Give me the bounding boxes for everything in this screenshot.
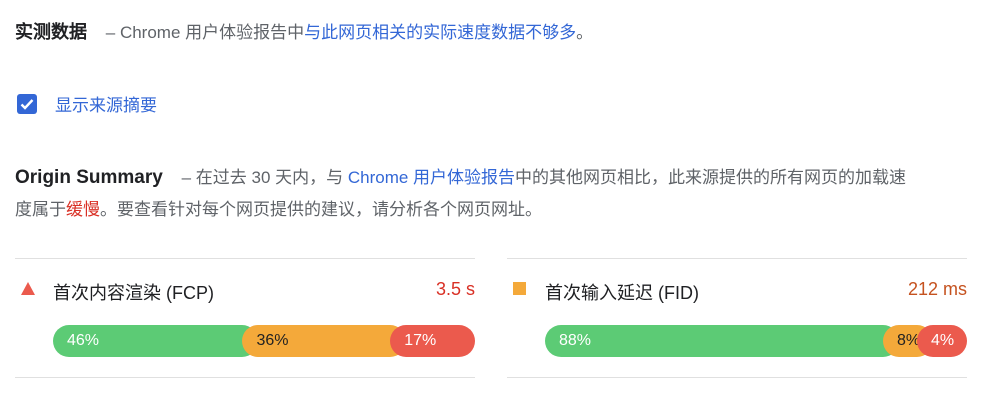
field-data-suffix: 。 xyxy=(576,23,594,42)
crux-link[interactable]: Chrome 用户体验报告 xyxy=(347,168,516,187)
rating-slow: 缓慢 xyxy=(66,200,100,219)
origin-summary-title: Origin Summary xyxy=(15,167,163,188)
metric-name: 首次输入延迟 (FID) xyxy=(545,283,699,303)
distribution-bar: 46% 36% 17% xyxy=(53,325,475,357)
distribution-bar: 88% 8% 4% xyxy=(545,325,967,357)
origin-summary: Origin Summary – 在过去 30 天内，与 Chrome 用户体验… xyxy=(15,162,915,226)
field-data-link[interactable]: 与此网页相关的实际速度数据不够多 xyxy=(304,23,577,42)
segment-poor: 17% xyxy=(390,325,475,357)
summary-text: 中的其他网页相比，此来源提供的所有网页的加载速度属于 xyxy=(15,168,907,219)
metric-name: 首次内容渲染 (FCP) xyxy=(53,283,214,303)
field-data-header: 实测数据 – Chrome 用户体验报告中与此网页相关的实际速度数据不够多。 xyxy=(15,18,593,44)
summary-text: 在过去 30 天内，与 xyxy=(195,168,348,187)
origin-summary-checkbox[interactable]: 显示来源摘要 xyxy=(17,91,157,116)
summary-text: 。要查看针对每个网页提供的建议，请分析各个网页网址。 xyxy=(100,200,542,219)
field-data-title: 实测数据 xyxy=(15,22,87,42)
metric-value: 212 ms xyxy=(907,279,967,299)
checkbox-checked-icon[interactable] xyxy=(17,93,37,114)
checkbox-label[interactable]: 显示来源摘要 xyxy=(55,96,157,115)
metric-fcp: 首次内容渲染 (FCP) 3.5 s 46% 36% 17% xyxy=(15,258,475,378)
dash: – xyxy=(181,168,192,187)
segment-poor: 4% xyxy=(917,325,967,357)
segment-good: 46% xyxy=(53,325,259,357)
segment-average: 36% xyxy=(242,325,407,357)
metric-value: 3.5 s xyxy=(435,279,475,299)
segment-good: 88% xyxy=(545,325,899,357)
triangle-icon xyxy=(21,282,35,300)
square-icon xyxy=(513,282,526,300)
dash: – xyxy=(105,23,116,42)
metric-fid: 首次输入延迟 (FID) 212 ms 88% 8% 4% xyxy=(507,258,967,378)
field-data-text: Chrome 用户体验报告中 xyxy=(119,23,305,42)
